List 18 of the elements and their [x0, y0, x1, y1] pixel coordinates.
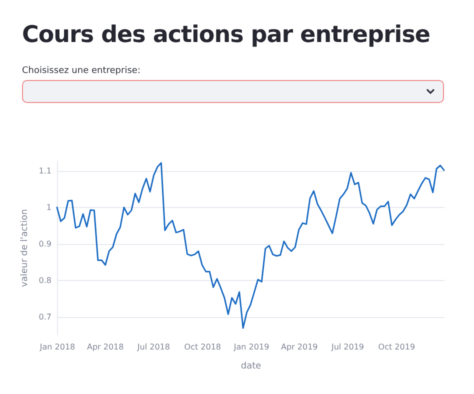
y-tick-label: 0.9 — [38, 239, 52, 248]
line-series — [56, 162, 445, 329]
x-axis-title: date — [240, 362, 262, 372]
y-tick-label: 1 — [46, 202, 52, 212]
y-axis-title: valeur de l'action — [20, 209, 30, 287]
y-tick-label: 1.1 — [38, 166, 52, 176]
y-tick-label: 0.7 — [38, 312, 52, 322]
x-tick-label: Jan 2018 — [38, 342, 76, 352]
chart-title: Cours des actions par entreprise — [22, 22, 430, 48]
x-tick-label: Oct 2019 — [378, 342, 416, 352]
x-tick-label: Oct 2018 — [184, 342, 221, 352]
y-tick-label: 0.8 — [38, 276, 52, 285]
x-tick-label: Apr 2018 — [86, 342, 124, 352]
text: Choisissez une entreprise: — [22, 66, 140, 76]
x-tick-label: Jul 2019 — [330, 342, 364, 352]
x-tick-label: Apr 2019 — [281, 342, 318, 352]
x-tick-label: Jan 2019 — [232, 342, 270, 352]
x-tick-label: Jul 2018 — [136, 342, 170, 352]
